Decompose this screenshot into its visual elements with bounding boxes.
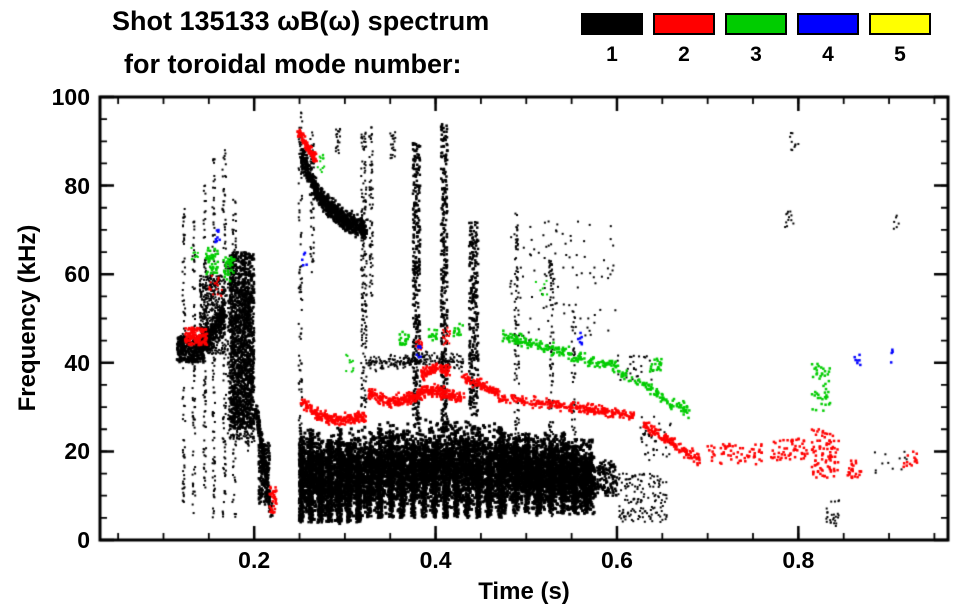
y-tick-label-20: 20 [64, 438, 90, 465]
y-tick-label-40: 40 [64, 349, 90, 376]
legend-label-mode-2: 2 [678, 43, 690, 66]
x-tick-label-0.2: 0.2 [238, 547, 271, 573]
y-axis-title: Frequency (kHz) [14, 224, 41, 412]
x-tick-label-0.4: 0.4 [419, 547, 452, 573]
legend-label-mode-1: 1 [606, 43, 618, 66]
legend-label-mode-5: 5 [894, 43, 906, 66]
legend-swatch-mode-4 [797, 13, 859, 35]
mode-legend: 1 2 3 4 5 [581, 13, 931, 66]
legend-swatch-mode-1 [581, 13, 643, 35]
legend-label-mode-4: 4 [822, 43, 834, 66]
legend-swatch-mode-5 [869, 13, 931, 35]
y-tick-label-0: 0 [77, 527, 90, 553]
x-tick-label-0.6: 0.6 [600, 547, 633, 573]
y-tick-label-80: 80 [64, 172, 90, 199]
chart-title-line2: for toroidal mode number: [124, 49, 462, 79]
x-axis-title: Time (s) [478, 578, 570, 605]
legend-swatch-mode-2 [653, 13, 715, 35]
y-tick-label-100: 100 [51, 84, 90, 110]
chart-title-line1: Shot 135133 ωB(ω) spectrum [112, 6, 490, 36]
y-tick-label-60: 60 [64, 261, 90, 288]
x-tick-label-0.8: 0.8 [782, 547, 815, 573]
legend-swatch-mode-3 [725, 13, 787, 35]
legend-label-mode-3: 3 [750, 43, 762, 66]
